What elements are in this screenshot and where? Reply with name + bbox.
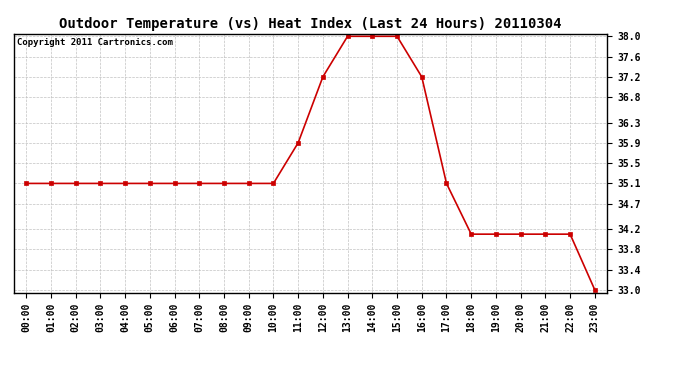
Text: Copyright 2011 Cartronics.com: Copyright 2011 Cartronics.com <box>17 38 172 46</box>
Title: Outdoor Temperature (vs) Heat Index (Last 24 Hours) 20110304: Outdoor Temperature (vs) Heat Index (Las… <box>59 17 562 31</box>
